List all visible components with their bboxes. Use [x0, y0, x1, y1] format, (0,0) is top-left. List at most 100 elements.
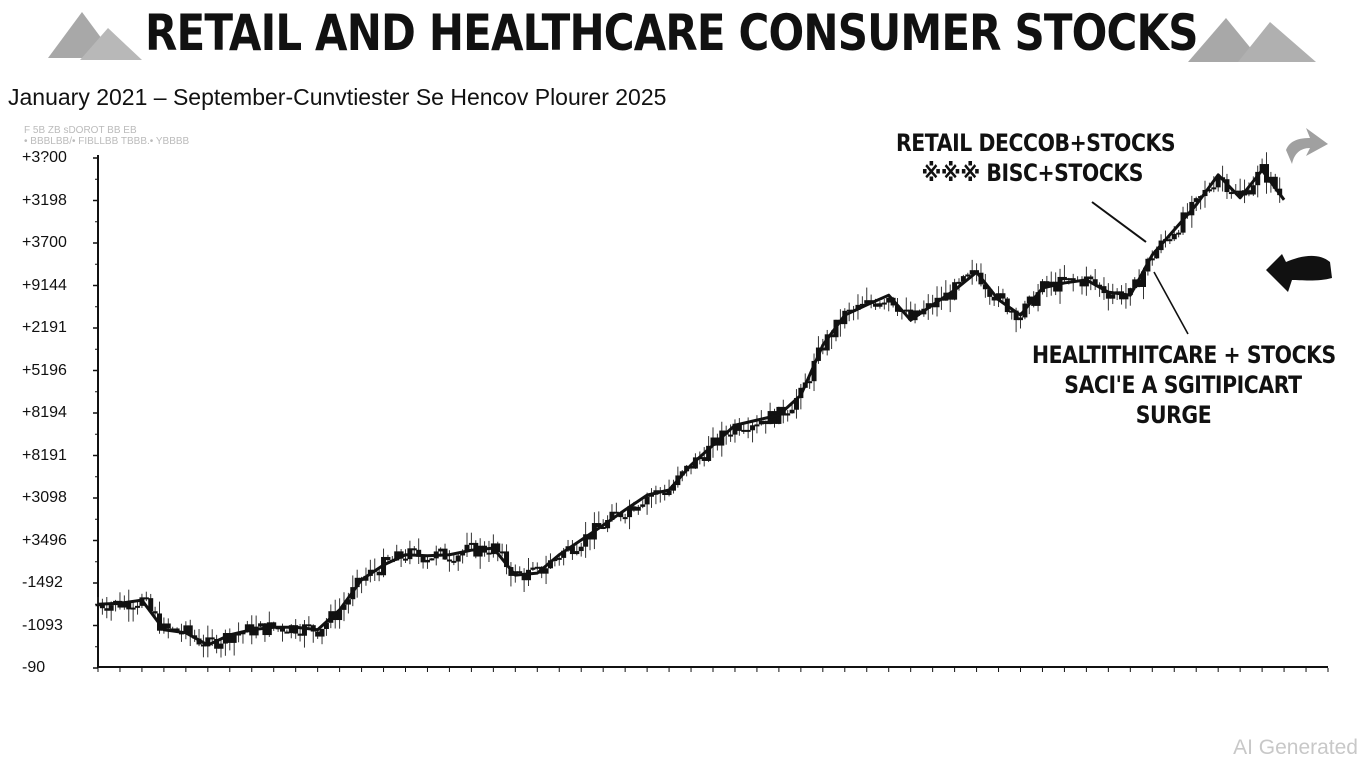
candle-body — [165, 623, 171, 629]
candle-body — [895, 305, 900, 312]
candle-body — [218, 643, 224, 649]
candle-body — [1105, 293, 1111, 299]
candle-body — [793, 398, 799, 410]
candle-body — [666, 490, 672, 496]
candle-body — [187, 625, 193, 636]
candle-body — [649, 494, 654, 497]
candle-body — [521, 572, 527, 581]
candle-body — [341, 604, 347, 610]
candle-body — [486, 552, 492, 555]
candle-body — [824, 334, 830, 351]
candle-body — [1061, 276, 1067, 281]
candle-body — [1026, 296, 1032, 304]
series-line — [97, 168, 1286, 647]
candle-body — [284, 631, 290, 634]
y-tick-label: +9144 — [22, 276, 67, 294]
candle-body — [209, 637, 215, 640]
candle-body — [394, 551, 400, 561]
candle-body — [148, 598, 154, 612]
candle-body — [846, 309, 852, 312]
candle-body — [644, 496, 650, 505]
candle-body — [306, 624, 312, 627]
candle-body — [227, 633, 233, 643]
legend: F 5B ZB sDOROT BB EB • BBBLBB/• FIBLLBB … — [24, 125, 189, 147]
candle-body — [135, 605, 141, 608]
candle-body — [1066, 278, 1072, 281]
candle-body — [908, 309, 914, 321]
arrow-right-icon — [1286, 128, 1328, 164]
candle-body — [495, 543, 501, 553]
candle-body — [583, 534, 589, 547]
annotation-healthcare: HEALTITHITCARE + STOCKS SACI'E A SGITIPI… — [1032, 340, 1336, 430]
candle-body — [1035, 292, 1041, 306]
candle-body — [477, 545, 483, 557]
candle-body — [95, 604, 101, 607]
candle-body — [297, 633, 303, 636]
candle-body — [1044, 281, 1050, 287]
candle-body — [925, 303, 931, 309]
candle-body — [1092, 279, 1098, 285]
y-tick-label: +2191 — [22, 319, 67, 336]
candle-body — [1149, 258, 1155, 261]
candle-body — [1250, 185, 1256, 195]
candle-body — [1215, 177, 1221, 188]
candle-body — [877, 303, 883, 307]
mountain-icon-right — [1188, 18, 1316, 62]
candle-body — [236, 633, 242, 636]
candle-body — [1048, 281, 1054, 287]
annotation-line: SURGE — [1135, 401, 1212, 429]
candle-body — [1176, 232, 1182, 235]
candle-body — [574, 551, 580, 555]
candle-body — [258, 623, 264, 627]
candle-body — [1000, 293, 1006, 299]
candle-body — [403, 558, 408, 561]
ai-generated-watermark: AI Generated — [1233, 736, 1358, 759]
candle-body — [451, 560, 457, 563]
candle-body — [315, 631, 321, 637]
annotation-retail: RETAIL DECCOB+STOCKS ※※※ BISC+STOCKS — [896, 128, 1176, 188]
candle-body — [411, 548, 417, 551]
candle-body — [161, 623, 167, 631]
candle-body — [424, 559, 430, 563]
candle-body — [126, 601, 132, 610]
candle-body — [205, 637, 211, 647]
candle-body — [464, 544, 470, 553]
candle-body — [600, 527, 606, 530]
candle-body — [1264, 164, 1269, 183]
candle-body — [534, 566, 540, 569]
candle-body — [811, 360, 817, 382]
candle-body — [829, 334, 835, 338]
candle-body — [996, 293, 1002, 301]
candle-body — [1136, 279, 1142, 287]
mountain-icon-left — [48, 12, 142, 60]
candle-body — [864, 300, 870, 304]
y-tick-label: -1093 — [22, 616, 63, 634]
candle-body — [547, 560, 553, 569]
candle-body — [820, 347, 826, 351]
candle-body — [1272, 176, 1278, 189]
candle-body — [969, 270, 975, 275]
candle-body — [1154, 250, 1160, 259]
y-tick-label: +8191 — [22, 446, 67, 464]
candle-body — [200, 644, 206, 647]
candle-body — [1013, 310, 1019, 321]
annotation-line: HEALTITHITCARE + STOCKS — [1032, 341, 1336, 369]
candle-body — [337, 609, 343, 621]
candle-body — [789, 409, 795, 414]
candle-body — [886, 297, 892, 303]
candle-body — [982, 284, 988, 290]
candle-body — [543, 568, 549, 574]
candle-body — [429, 558, 435, 561]
candle-body — [1018, 317, 1023, 321]
candle-body — [1167, 239, 1173, 242]
candle-body — [873, 303, 879, 307]
candle-body — [499, 551, 505, 554]
candle-body — [613, 511, 619, 514]
candle-body — [618, 513, 624, 518]
candle-body — [280, 627, 285, 632]
candle-body — [750, 425, 756, 431]
candle-body — [859, 303, 865, 306]
y-tick-label: +8194 — [22, 404, 67, 421]
chart-title: RETAIL AND HEALTHCARE CONSUMER STOCKS — [145, 4, 1198, 62]
